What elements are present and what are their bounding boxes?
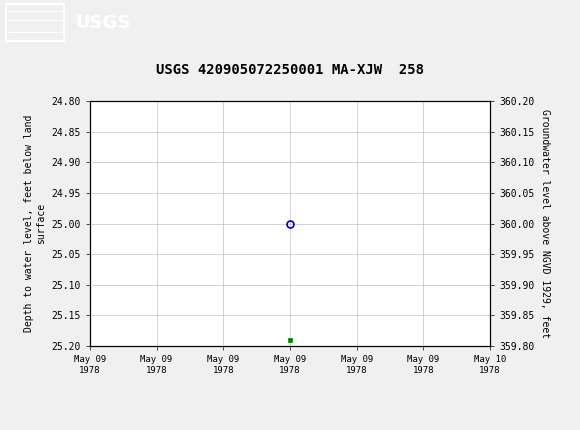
- Y-axis label: Depth to water level, feet below land
surface: Depth to water level, feet below land su…: [24, 115, 46, 332]
- Bar: [6, 3, 64, 41]
- Text: USGS: USGS: [75, 13, 130, 31]
- Text: USGS 420905072250001 MA-XJW  258: USGS 420905072250001 MA-XJW 258: [156, 63, 424, 77]
- Y-axis label: Groundwater level above NGVD 1929, feet: Groundwater level above NGVD 1929, feet: [540, 109, 550, 338]
